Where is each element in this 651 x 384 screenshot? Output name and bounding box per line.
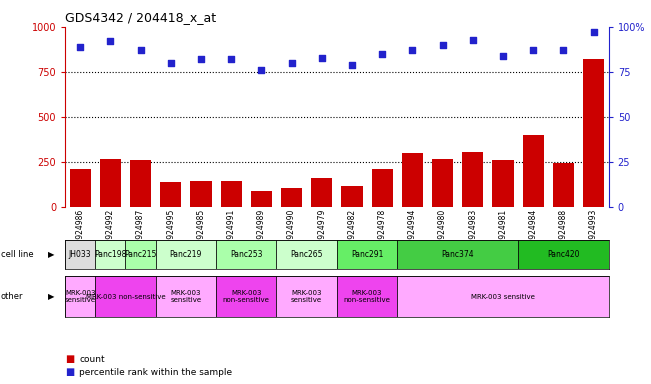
Text: percentile rank within the sample: percentile rank within the sample xyxy=(79,368,232,377)
Text: JH033: JH033 xyxy=(69,250,92,259)
Point xyxy=(347,62,357,68)
Point xyxy=(135,47,146,53)
Bar xyxy=(337,276,397,317)
Text: MRK-003 sensitive: MRK-003 sensitive xyxy=(471,294,535,300)
Bar xyxy=(216,276,277,317)
Text: MRK-003
non-sensitive: MRK-003 non-sensitive xyxy=(223,290,270,303)
Point xyxy=(437,42,448,48)
Point xyxy=(286,60,297,66)
Bar xyxy=(372,169,393,207)
Bar xyxy=(462,152,483,207)
Bar xyxy=(523,135,544,207)
Text: Panc291: Panc291 xyxy=(351,250,383,259)
Bar xyxy=(95,276,156,317)
Text: Panc265: Panc265 xyxy=(290,250,323,259)
Bar xyxy=(277,276,337,317)
Bar xyxy=(277,240,337,269)
Point xyxy=(467,36,478,43)
Text: MRK-003
sensitive: MRK-003 sensitive xyxy=(64,290,96,303)
Text: MRK-003
sensitive: MRK-003 sensitive xyxy=(171,290,201,303)
Bar xyxy=(70,169,90,207)
Bar xyxy=(337,240,397,269)
Point xyxy=(407,47,417,53)
Bar xyxy=(156,240,216,269)
Bar xyxy=(156,276,216,317)
Bar xyxy=(216,240,277,269)
Text: MRK-003
non-sensitive: MRK-003 non-sensitive xyxy=(344,290,391,303)
Bar xyxy=(397,240,518,269)
Text: ▶: ▶ xyxy=(48,292,54,301)
Bar xyxy=(553,163,574,207)
Point xyxy=(256,67,267,73)
Bar xyxy=(191,181,212,207)
Text: Panc198: Panc198 xyxy=(94,250,126,259)
Text: GDS4342 / 204418_x_at: GDS4342 / 204418_x_at xyxy=(65,11,216,24)
Text: ■: ■ xyxy=(65,367,74,377)
Bar xyxy=(492,159,514,207)
Text: other: other xyxy=(1,292,23,301)
Bar xyxy=(432,159,453,207)
Text: MRK-003 non-sensitive: MRK-003 non-sensitive xyxy=(86,294,165,300)
Bar xyxy=(95,240,126,269)
Text: Panc253: Panc253 xyxy=(230,250,262,259)
Point xyxy=(226,56,236,63)
Bar xyxy=(518,240,609,269)
Text: ▶: ▶ xyxy=(48,250,54,259)
Bar xyxy=(281,189,302,207)
Point xyxy=(589,29,599,35)
Point xyxy=(75,44,85,50)
Text: Panc420: Panc420 xyxy=(547,250,579,259)
Point xyxy=(558,47,568,53)
Bar xyxy=(221,181,242,207)
Bar xyxy=(402,153,423,207)
Point xyxy=(316,55,327,61)
Bar xyxy=(251,191,272,207)
Bar xyxy=(583,60,604,207)
Bar xyxy=(341,186,363,207)
Text: Panc219: Panc219 xyxy=(170,250,202,259)
Bar xyxy=(311,177,333,207)
Point xyxy=(196,56,206,63)
Point xyxy=(105,38,116,45)
Text: Panc215: Panc215 xyxy=(124,250,157,259)
Bar xyxy=(397,276,609,317)
Point xyxy=(377,51,387,57)
Text: ■: ■ xyxy=(65,354,74,364)
Point xyxy=(498,53,508,59)
Point xyxy=(165,60,176,66)
Text: cell line: cell line xyxy=(1,250,33,259)
Bar xyxy=(65,276,95,317)
Text: count: count xyxy=(79,354,105,364)
Bar xyxy=(65,240,95,269)
Text: MRK-003
sensitive: MRK-003 sensitive xyxy=(291,290,322,303)
Point xyxy=(528,47,538,53)
Bar xyxy=(100,159,121,207)
Bar xyxy=(160,182,182,207)
Bar xyxy=(130,159,151,207)
Text: Panc374: Panc374 xyxy=(441,250,474,259)
Bar xyxy=(126,240,156,269)
